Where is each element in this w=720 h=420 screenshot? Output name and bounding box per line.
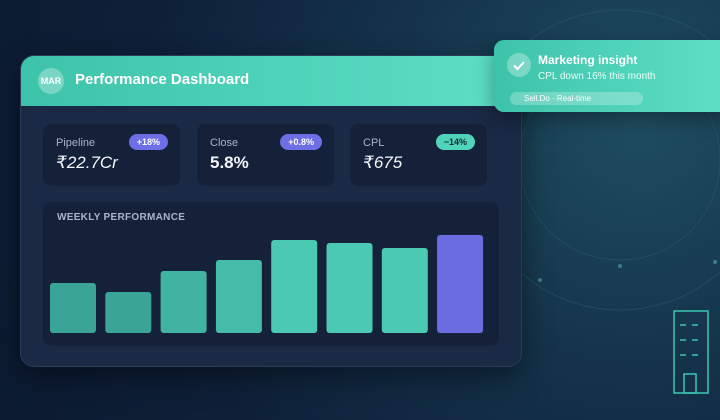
- chart-title: WEEKLY PERFORMANCE: [57, 212, 186, 223]
- kpi-card: Pipeline +18% ₹22.7Cr: [43, 124, 180, 186]
- bar: [271, 240, 318, 333]
- dashboard-card: MAR Performance Dashboard Pipeline +18% …: [20, 55, 522, 367]
- bar: [381, 248, 428, 333]
- check-icon: [507, 53, 531, 77]
- card-header: MAR Performance Dashboard: [21, 56, 521, 106]
- notification-tag: Sell.Do · Real-time: [510, 92, 643, 105]
- notification-title: Marketing insight: [538, 53, 638, 67]
- notification-message: CPL down 16% this month: [538, 71, 656, 82]
- kpi-card: Close +0.8% 5.8%: [197, 124, 334, 186]
- kpi-label: CPL: [363, 137, 385, 149]
- bar: [105, 292, 152, 333]
- avatar: MAR: [38, 68, 64, 94]
- kpi-change: +0.8%: [280, 134, 322, 150]
- kpi-value: ₹22.7Cr: [56, 153, 118, 172]
- bar-chart: [50, 235, 484, 333]
- kpi-value: ₹675: [363, 153, 403, 172]
- kpi-change: +18%: [128, 134, 168, 150]
- chart-panel: WEEKLY PERFORMANCE: [43, 202, 499, 346]
- bar: [437, 235, 484, 333]
- bar: [160, 271, 207, 333]
- bar: [215, 260, 262, 333]
- kpi-label: Close: [210, 137, 239, 149]
- notification: Marketing insight CPL down 16% this mont…: [494, 40, 720, 112]
- bar: [50, 283, 96, 333]
- kpi-card: CPL −14% ₹675: [350, 124, 487, 186]
- kpi-value: 5.8%: [210, 153, 249, 172]
- dashboard-title: Performance Dashboard: [75, 71, 250, 88]
- kpi-change: −14%: [435, 134, 475, 150]
- bar: [326, 243, 373, 333]
- kpi-label: Pipeline: [56, 137, 96, 149]
